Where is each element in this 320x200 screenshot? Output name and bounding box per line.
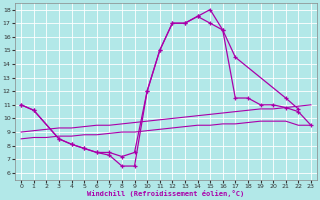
X-axis label: Windchill (Refroidissement éolien,°C): Windchill (Refroidissement éolien,°C)	[87, 190, 245, 197]
